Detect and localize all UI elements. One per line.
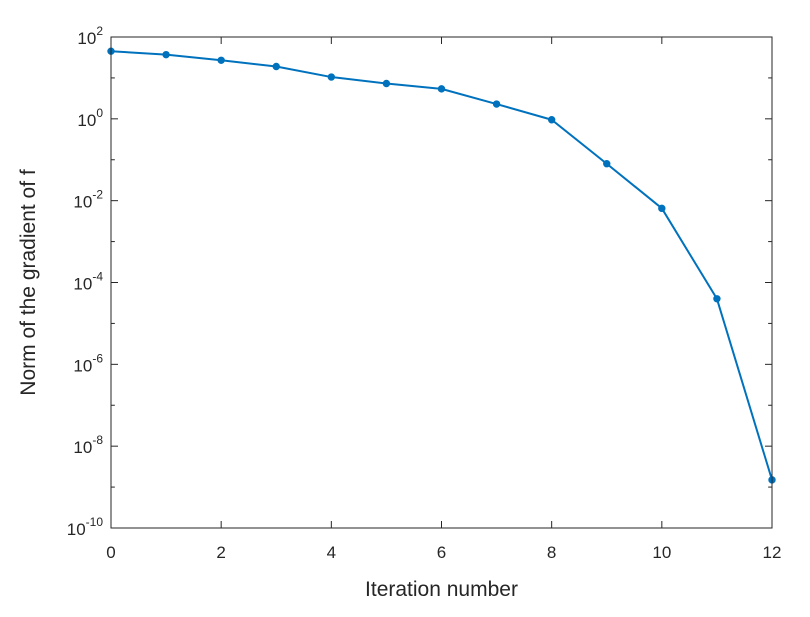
y-tick-exponent: -2 [92,188,103,202]
data-point [272,62,280,71]
y-tick-base: 10 [73,275,92,294]
x-tick-label: 0 [106,543,115,562]
y-tick-label: 10-2 [73,188,103,212]
x-tick-labels: 0 2 4 6 8 10 12 [106,543,781,562]
y-tick-base: 10 [73,438,92,457]
y-tick-exponent: -10 [86,515,104,529]
data-point [437,85,446,93]
y-tick-exponent: -8 [92,433,103,447]
x-tick-label: 6 [437,543,446,562]
y-tick-label: 10-8 [73,433,103,457]
y-tick-label: 102 [77,24,103,48]
y-tick-exponent: 0 [96,106,103,120]
x-tick-label: 8 [547,543,556,562]
data-point [217,56,225,64]
data-point [162,50,170,59]
y-tick-base: 10 [77,29,96,48]
y-tick-exponent: -4 [92,270,103,284]
y-tick-base: 10 [73,356,92,375]
y-tick-base: 10 [73,193,92,212]
data-point [713,295,721,303]
x-tick-label: 2 [216,543,225,562]
y-tick-label: 10-4 [73,270,103,294]
y-tick-exponent: -6 [92,351,103,365]
data-point [658,204,666,213]
y-tick-base: 10 [67,520,86,539]
x-tick-label: 10 [652,543,671,562]
y-tick-base: 10 [77,111,96,130]
y-tick-exponent: 2 [96,24,103,38]
plot-area [111,37,772,528]
y-tick-label: 10-6 [73,351,103,375]
y-tick-label: 100 [77,106,103,130]
x-axis-label: Iteration number [365,578,518,601]
y-tick-label: 10-10 [67,515,104,539]
plot-frame [110,36,773,529]
data-point [492,100,501,108]
data-point [327,73,336,81]
y-axis-label: Norm of the gradient of f [17,169,40,396]
x-tick-label: 4 [327,543,336,562]
data-point [603,160,611,168]
series-group [107,47,776,484]
data-point [547,116,556,124]
x-tick-label: 12 [763,543,782,562]
data-point [382,79,391,88]
